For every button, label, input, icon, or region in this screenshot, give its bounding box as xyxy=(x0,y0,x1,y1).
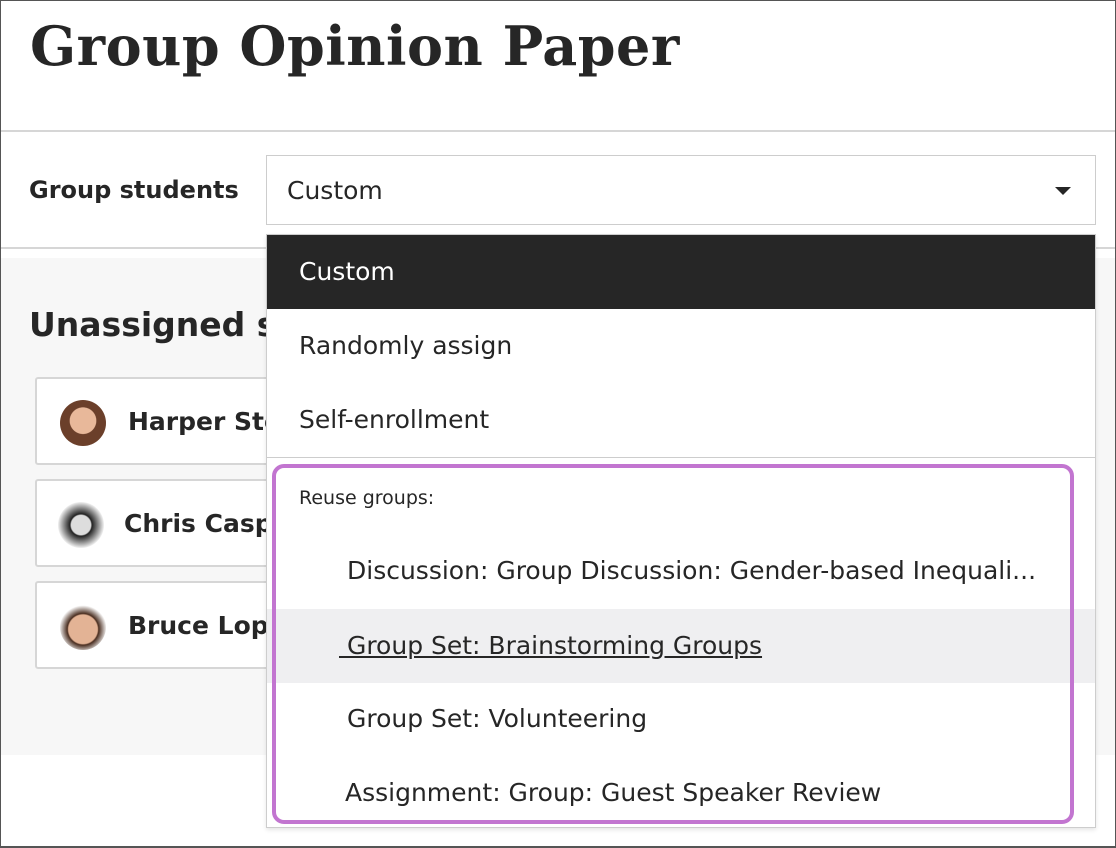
avatar xyxy=(60,400,106,446)
reuse-option-guest-speaker[interactable]: Assignment: Group: Guest Speaker Review xyxy=(345,778,882,807)
reuse-option-brainstorming[interactable]: Group Set: Brainstorming Groups xyxy=(267,609,1095,683)
menu-divider xyxy=(267,457,1095,458)
header-divider xyxy=(1,130,1115,132)
avatar xyxy=(58,502,104,548)
student-name: Harper Ste xyxy=(128,407,281,436)
group-students-select[interactable]: Custom xyxy=(266,155,1096,225)
selected-value: Custom xyxy=(287,176,383,205)
reuse-option-discussion[interactable]: Discussion: Group Discussion: Gender-bas… xyxy=(347,556,1037,585)
group-students-dropdown: Custom Randomly assign Self-enrollment R… xyxy=(266,234,1096,828)
avatar xyxy=(60,604,106,650)
reuse-option-volunteering[interactable]: Group Set: Volunteering xyxy=(347,704,648,733)
group-students-label: Group students xyxy=(29,176,239,204)
option-randomly-assign[interactable]: Randomly assign xyxy=(299,331,513,360)
option-custom[interactable]: Custom xyxy=(267,235,1095,309)
reuse-groups-label: Reuse groups: xyxy=(299,487,435,509)
student-card[interactable]: Harper Ste xyxy=(35,377,335,465)
chevron-down-icon xyxy=(1055,187,1071,195)
unassigned-heading: Unassigned st xyxy=(29,305,293,344)
option-self-enrollment[interactable]: Self-enrollment xyxy=(299,405,490,434)
student-name: Chris Casp xyxy=(124,509,273,538)
student-name: Bruce Lop xyxy=(128,611,269,640)
page-title: Group Opinion Paper xyxy=(30,14,680,78)
